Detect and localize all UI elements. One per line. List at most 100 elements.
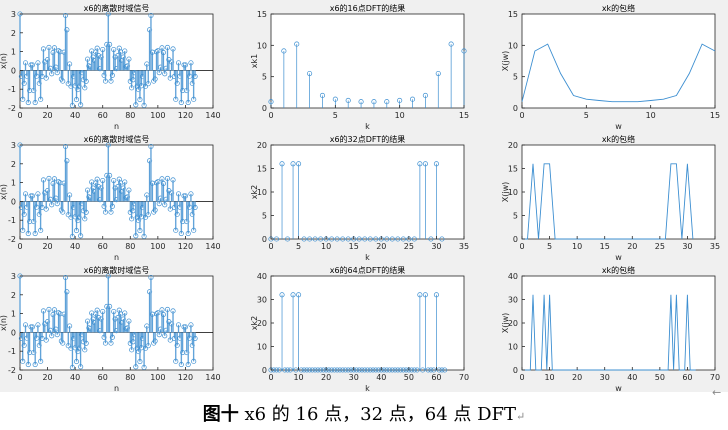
stem-marker	[109, 203, 115, 209]
stem-marker	[148, 274, 154, 281]
stem-marker	[334, 367, 340, 373]
stem-marker	[173, 227, 179, 233]
stem-marker	[178, 230, 184, 237]
stem-marker	[439, 236, 445, 242]
stem-marker	[392, 367, 398, 373]
y-tick-label: 15	[508, 165, 518, 174]
subplot-3: 0 5 10 15 0 5 10 15 xk的包络 w X(jw)	[501, 3, 720, 131]
y-tick-label: 10	[508, 41, 518, 50]
stem-marker	[76, 214, 82, 220]
chart-title: x6的64点DFT的结果	[330, 265, 406, 275]
stem-marker	[362, 236, 368, 242]
stem-marker	[101, 72, 107, 78]
stem-marker	[170, 46, 176, 52]
stem-marker	[98, 316, 104, 322]
stem-marker	[129, 347, 135, 353]
y-tick-label: 10	[508, 343, 518, 352]
x-tick-label: 20	[321, 373, 331, 382]
stem-marker	[107, 41, 113, 48]
stem-marker	[21, 80, 27, 86]
stem-marker	[136, 87, 142, 93]
stem-marker	[141, 364, 147, 370]
stem-marker	[301, 367, 307, 373]
stem-marker	[318, 236, 324, 242]
y-tick-label: 3	[11, 141, 16, 150]
stem-marker	[38, 227, 44, 233]
y-tick-label: 5	[513, 212, 518, 221]
stem-marker	[174, 211, 180, 217]
stem-marker	[60, 209, 66, 215]
stem-marker	[159, 176, 165, 182]
stem-marker	[100, 308, 106, 315]
stem-marker	[309, 367, 315, 373]
x-axis-label: n	[114, 122, 119, 131]
stem-marker	[100, 177, 106, 184]
stem-marker	[312, 236, 318, 242]
stem-marker	[431, 367, 437, 373]
stem-marker	[73, 358, 80, 365]
y-axis-label: x(n)	[0, 184, 8, 200]
stem-marker	[398, 367, 404, 373]
x-axis-label: k	[365, 122, 370, 131]
y-tick-label: 15	[257, 10, 267, 19]
stem-marker	[342, 367, 348, 373]
stem-marker	[133, 364, 139, 370]
chart-title: xk的包络	[602, 134, 635, 144]
stem-marker	[21, 211, 27, 217]
stem-marker	[296, 161, 302, 167]
stem-marker	[397, 97, 403, 104]
stem-marker	[375, 367, 382, 373]
stem-marker	[51, 45, 58, 51]
x-tick-label: 25	[655, 242, 665, 251]
stem-marker	[319, 92, 326, 99]
stem-marker	[49, 333, 55, 339]
stem-marker	[136, 218, 142, 224]
stem-marker	[83, 340, 89, 346]
stem-marker	[164, 175, 171, 182]
stem-marker	[76, 83, 82, 89]
stem-marker	[29, 324, 35, 330]
stem-marker	[120, 185, 126, 191]
subplot-9: 0 10 20 30 40 50 60 70 0 10 20 30 40 xk的包络 w X(jw)	[501, 265, 720, 392]
stem-marker	[49, 71, 55, 77]
stem-marker	[69, 233, 75, 239]
stem-marker	[420, 367, 426, 373]
stem-marker	[436, 367, 442, 373]
stem-marker	[94, 45, 100, 51]
stem-marker	[192, 335, 198, 341]
x-tick-label: 10	[646, 111, 656, 120]
stem-marker	[36, 211, 42, 217]
stem-marker	[96, 315, 102, 321]
stem-marker	[82, 216, 88, 222]
x-tick-label: 40	[627, 373, 637, 382]
stem-marker	[326, 367, 332, 373]
x-tick-label: 80	[125, 373, 135, 382]
stem-marker	[389, 367, 395, 373]
chart-title: xk的包络	[602, 265, 635, 275]
stem-marker	[31, 218, 37, 225]
stem-marker	[82, 85, 88, 91]
stem-marker	[35, 191, 41, 197]
stem-marker	[85, 318, 91, 324]
x-tick-label: 50	[655, 373, 665, 382]
stem-marker	[160, 180, 166, 187]
stem-marker	[188, 60, 194, 66]
stem-marker	[76, 345, 82, 351]
chart-title: x6的离散时域信号	[84, 134, 150, 144]
stem-marker	[28, 193, 34, 199]
stem-marker	[50, 311, 56, 318]
stem-marker	[69, 364, 75, 370]
x-axis-label: k	[365, 384, 370, 392]
x-tick-label: 15	[710, 111, 720, 120]
x-tick-label: 30	[682, 242, 692, 251]
stem-marker	[185, 230, 191, 237]
stem-marker	[142, 83, 149, 89]
stem-marker	[273, 367, 280, 373]
y-axis-label: xk2	[250, 185, 259, 199]
stem-marker	[145, 212, 151, 218]
stem-marker	[25, 99, 31, 106]
stem-marker	[20, 358, 26, 364]
stem-marker	[64, 27, 70, 33]
stem-marker	[141, 233, 147, 239]
x-tick-label: 0	[17, 242, 22, 251]
